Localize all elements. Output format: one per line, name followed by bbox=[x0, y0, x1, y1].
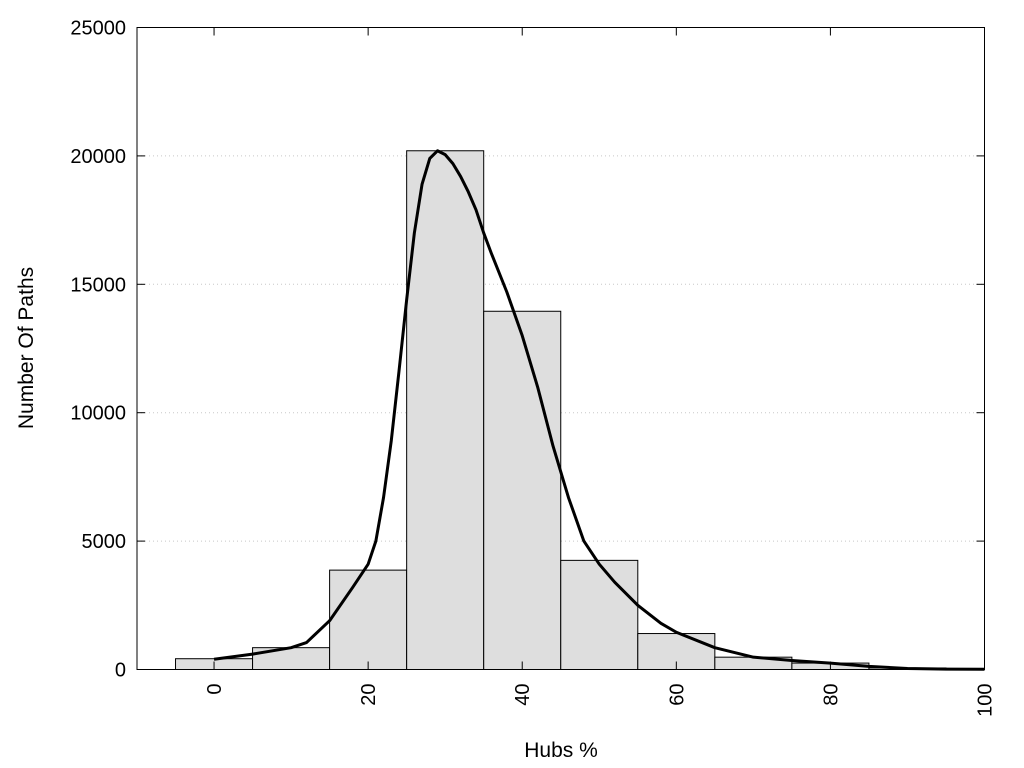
x-tick-label-40: 40 bbox=[512, 684, 534, 706]
y-tick-label-20000: 20000 bbox=[70, 146, 126, 168]
histogram-bars bbox=[175, 150, 947, 671]
x-axis-label: Hubs % bbox=[524, 739, 598, 762]
y-tick-label-0: 0 bbox=[115, 660, 126, 682]
plot-frame bbox=[136, 27, 985, 670]
x-tick-label-0: 0 bbox=[204, 684, 226, 695]
y-axis-ticks: 0 5000 10000 15000 20000 25000 bbox=[70, 18, 985, 682]
histogram-bar-50 bbox=[560, 559, 639, 670]
y-tick-label-10000: 10000 bbox=[70, 403, 126, 425]
x-tick-label-20: 20 bbox=[358, 684, 380, 706]
density-curve bbox=[213, 149, 985, 671]
x-tick-label-100: 100 bbox=[975, 684, 997, 717]
density-curve-layer bbox=[213, 149, 985, 671]
y-tick-label-15000: 15000 bbox=[70, 274, 126, 296]
histogram-bar-30 bbox=[406, 150, 485, 671]
y-axis-label: Number Of Paths bbox=[15, 267, 38, 429]
x-tick-label-80: 80 bbox=[820, 684, 842, 706]
y-tick-label-25000: 25000 bbox=[70, 18, 126, 40]
x-axis-ticks: 0 20 40 60 80 100 bbox=[204, 27, 997, 717]
histogram-bar-20 bbox=[329, 569, 408, 671]
histogram-bar-40 bbox=[483, 310, 562, 670]
y-tick-label-5000: 5000 bbox=[82, 531, 127, 553]
x-tick-label-60: 60 bbox=[666, 684, 688, 706]
